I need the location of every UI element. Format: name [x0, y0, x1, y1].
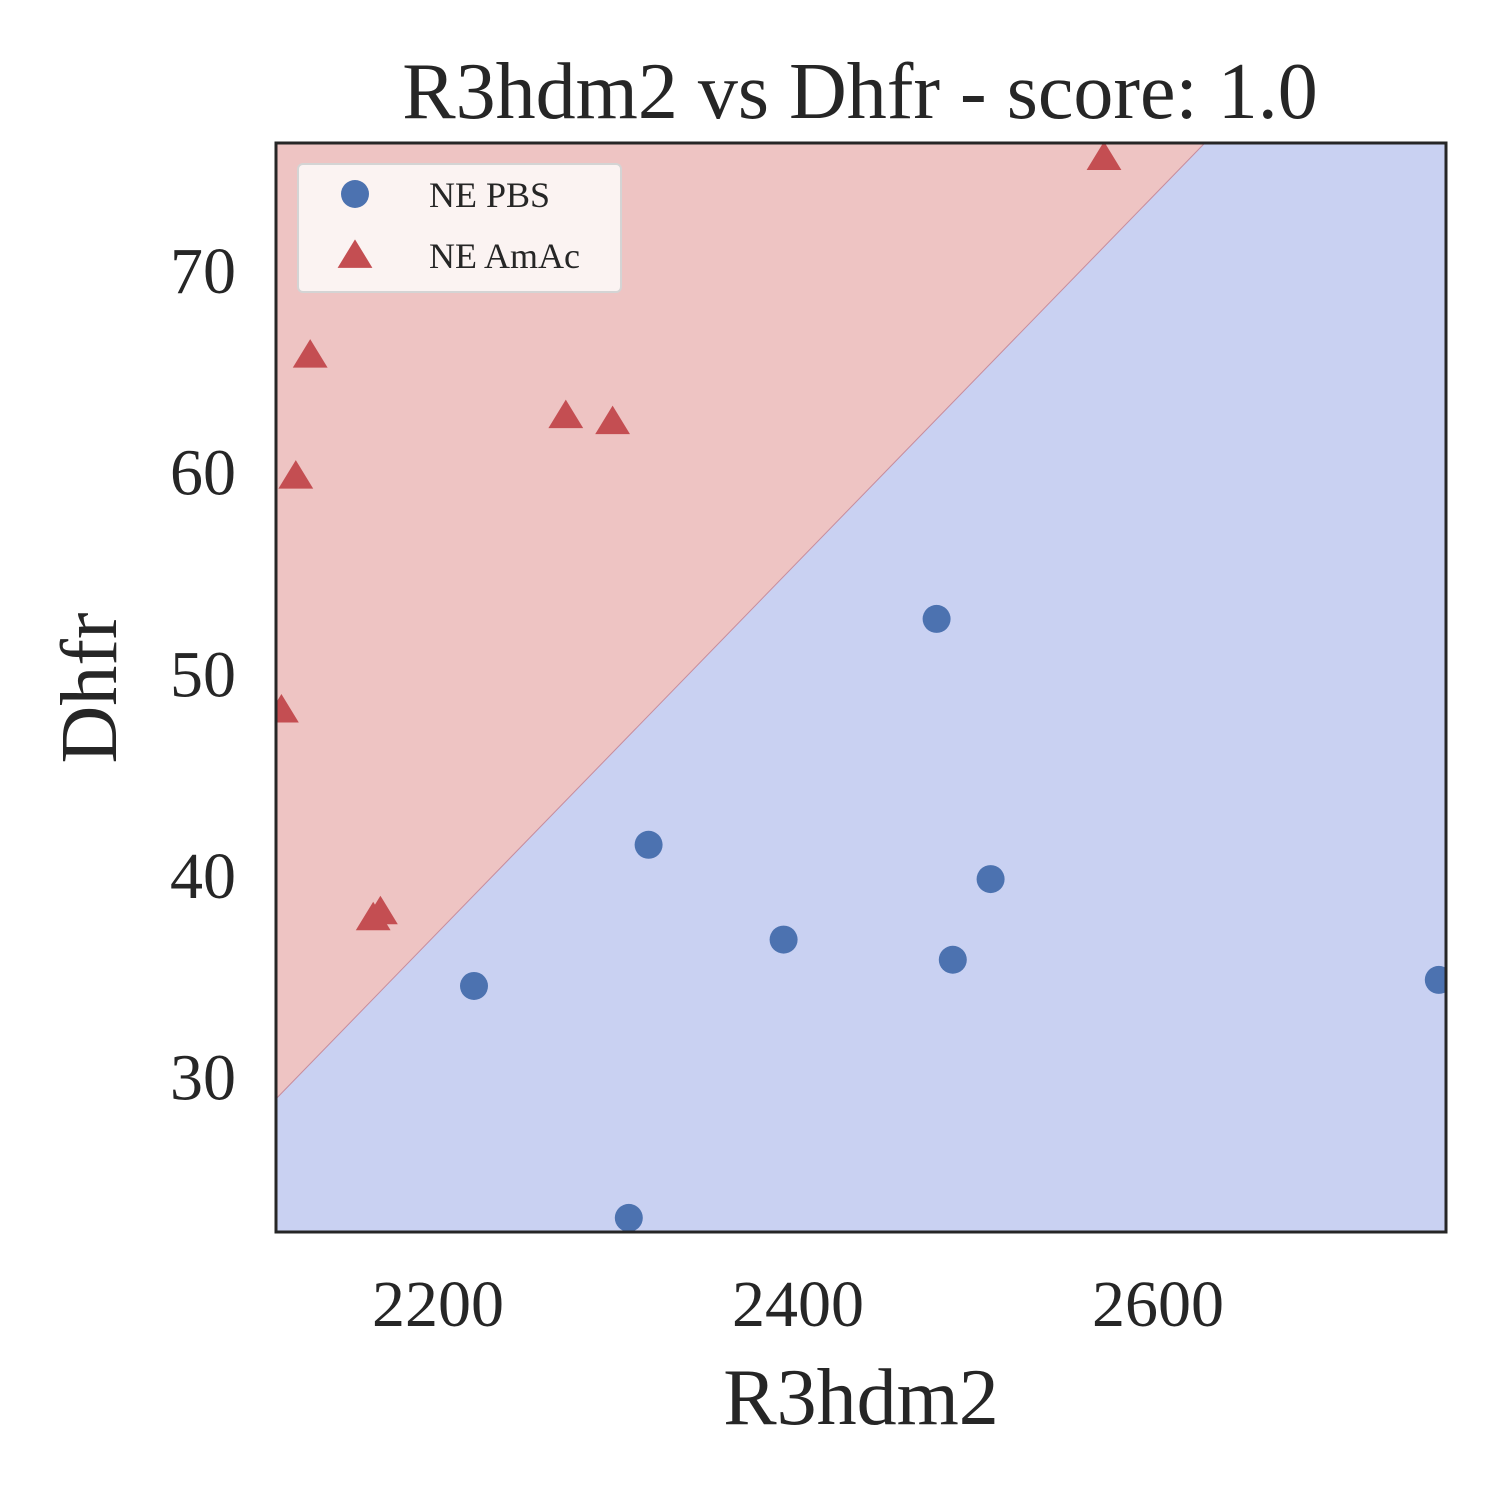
legend-box [297, 163, 622, 293]
point-ne-amac-7 [363, 895, 398, 925]
x-tick-label-2600: 2600 [1092, 1268, 1224, 1341]
region-ne-pbs [276, 143, 1446, 1232]
plot-area [276, 143, 1446, 1232]
x-tick-label-2200: 2200 [372, 1268, 504, 1341]
plot-frame [274, 141, 1448, 1234]
point-ne-amac-3 [548, 399, 584, 429]
legend: NE PBS NE AmAc [297, 163, 622, 293]
point-ne-amac-4 [595, 405, 630, 435]
y-tick-label-70: 70 [170, 235, 236, 308]
legend-label-ne-amac: NE AmAc [429, 236, 580, 276]
x-tick-label-2400: 2400 [732, 1268, 864, 1341]
point-ne-pbs-7 [614, 1203, 643, 1232]
point-ne-amac-0 [1086, 143, 1122, 170]
point-ne-pbs-6 [1424, 965, 1446, 994]
x-axis-ticks: 2200 2400 2600 [372, 1268, 1224, 1341]
point-ne-pbs-3 [976, 865, 1005, 894]
legend-label-ne-pbs: NE PBS [429, 175, 550, 215]
x-axis-label: R3hdm2 [723, 1354, 999, 1442]
legend-marker-ne-pbs [341, 180, 369, 208]
point-ne-pbs-0 [460, 971, 488, 1000]
y-axis-label: Dhfr [46, 612, 134, 763]
legend-marker-ne-amac [337, 239, 373, 268]
data-points [276, 143, 1446, 1232]
point-ne-pbs-2 [634, 830, 663, 859]
point-ne-pbs-5 [938, 945, 967, 974]
point-ne-amac-2 [278, 460, 314, 489]
y-tick-label-60: 60 [170, 437, 236, 510]
point-ne-amac-5 [276, 694, 299, 723]
chart-title: R3hdm2 vs Dhfr - score: 1.0 [402, 48, 1317, 136]
y-tick-label-50: 50 [170, 638, 236, 711]
y-tick-label-40: 40 [170, 840, 236, 913]
point-ne-pbs-4 [769, 925, 798, 954]
point-ne-amac-1 [292, 339, 328, 368]
point-ne-pbs-1 [922, 604, 951, 633]
decision-boundary-line [276, 143, 1206, 1100]
y-tick-label-30: 30 [170, 1042, 236, 1115]
y-axis-ticks: 30 40 50 60 70 [170, 235, 236, 1115]
